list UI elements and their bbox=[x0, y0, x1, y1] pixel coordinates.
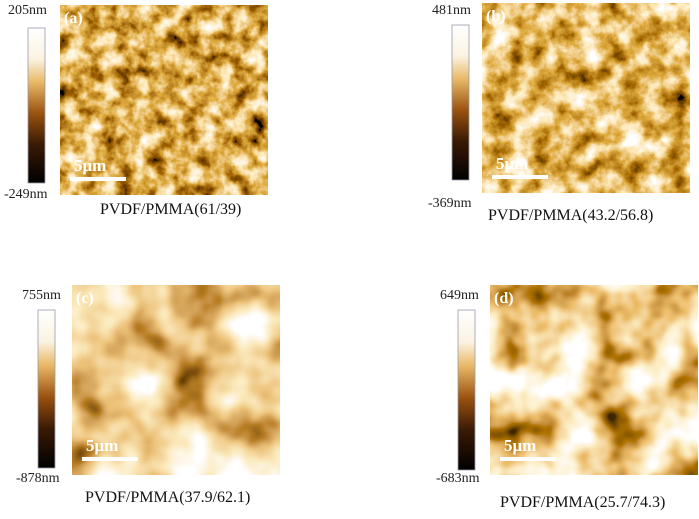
colorbar-min: -369nm bbox=[428, 196, 472, 211]
scale-label: 5μm bbox=[86, 436, 118, 455]
afm-image bbox=[72, 285, 280, 475]
colorbar-max: 755nm bbox=[22, 288, 61, 303]
scale-bar bbox=[492, 175, 548, 179]
panels: (a) 5μm 205nm -249nm PVDF/PMMA(61/39) (b) 5μm 4… bbox=[4, 3, 698, 511]
caption: PVDF/PMMA(43.2/56.8) bbox=[488, 207, 653, 224]
panel-label: (d) bbox=[494, 290, 514, 307]
colorbar bbox=[27, 27, 46, 184]
afm-panel: (c) 5μm 755nm -878nm PVDF/PMMA(37.9/62.1) bbox=[16, 285, 280, 506]
panel-label: (c) bbox=[76, 290, 94, 307]
colorbar-max: 205nm bbox=[8, 3, 47, 18]
afm-image bbox=[490, 285, 698, 475]
colorbar-max: 649nm bbox=[440, 288, 479, 303]
scale-label: 5μm bbox=[496, 154, 528, 173]
scale-bar bbox=[82, 457, 138, 461]
scale-bar bbox=[70, 177, 126, 181]
afm-image bbox=[482, 3, 690, 193]
scale-label: 5μm bbox=[504, 436, 536, 455]
scale-bar bbox=[500, 457, 556, 461]
colorbar-min: -878nm bbox=[16, 471, 60, 486]
afm-image bbox=[60, 5, 268, 195]
colorbar bbox=[37, 309, 56, 469]
afm-panel: (a) 5μm 205nm -249nm PVDF/PMMA(61/39) bbox=[4, 3, 268, 218]
caption: PVDF/PMMA(25.7/74.3) bbox=[500, 494, 665, 511]
colorbar-min: -249nm bbox=[4, 187, 48, 202]
panel-label: (a) bbox=[64, 10, 83, 27]
scale-label: 5μm bbox=[74, 156, 106, 175]
colorbar bbox=[457, 309, 476, 471]
colorbar-max: 481nm bbox=[432, 3, 471, 18]
afm-panel: (d) 5μm 649nm -683nm PVDF/PMMA(25.7/74.3) bbox=[436, 285, 698, 511]
panel-label: (b) bbox=[486, 8, 506, 25]
colorbar bbox=[451, 24, 470, 181]
colorbar-min: -683nm bbox=[436, 471, 480, 486]
caption: PVDF/PMMA(61/39) bbox=[100, 201, 241, 218]
afm-panel: (b) 5μm 481nm -369nm PVDF/PMMA(43.2/56.8) bbox=[428, 3, 690, 224]
caption: PVDF/PMMA(37.9/62.1) bbox=[85, 489, 250, 506]
